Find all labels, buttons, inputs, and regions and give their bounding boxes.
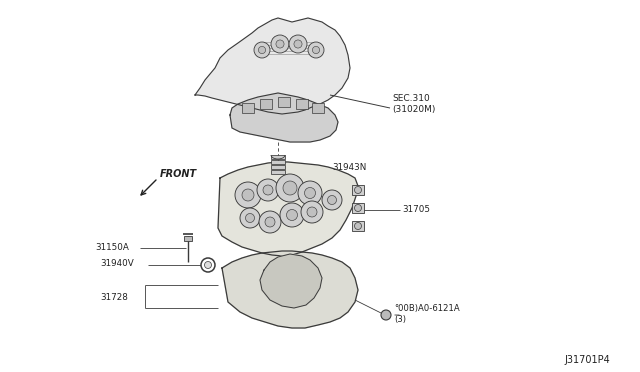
Text: 31940V: 31940V [100, 260, 134, 269]
Circle shape [201, 258, 215, 272]
Bar [278, 97, 290, 107]
Circle shape [271, 35, 289, 53]
Text: 31705: 31705 [402, 205, 430, 214]
Circle shape [312, 46, 319, 54]
Circle shape [298, 181, 322, 205]
Text: J31701P4: J31701P4 [564, 355, 610, 365]
Circle shape [305, 187, 316, 199]
Bar [260, 99, 272, 109]
Circle shape [355, 222, 362, 230]
Circle shape [246, 214, 255, 222]
Bar [271, 155, 285, 159]
Circle shape [287, 209, 298, 221]
Circle shape [257, 179, 279, 201]
Bar [184, 236, 192, 241]
Text: °00B)A0-6121A
(3): °00B)A0-6121A (3) [394, 304, 460, 324]
Circle shape [242, 189, 254, 201]
Bar [296, 99, 308, 109]
Circle shape [254, 42, 270, 58]
Circle shape [289, 35, 307, 53]
Bar [271, 170, 285, 174]
Polygon shape [218, 162, 358, 256]
Circle shape [259, 211, 281, 233]
Circle shape [381, 310, 391, 320]
Circle shape [240, 208, 260, 228]
Circle shape [294, 40, 302, 48]
Circle shape [265, 217, 275, 227]
Circle shape [307, 207, 317, 217]
Text: 31728: 31728 [100, 294, 128, 302]
Circle shape [205, 262, 211, 269]
Bar [242, 103, 254, 113]
Text: 31943N: 31943N [332, 163, 366, 171]
Bar [271, 165, 285, 169]
Circle shape [259, 46, 266, 54]
Circle shape [301, 201, 323, 223]
Text: FRONT: FRONT [160, 169, 197, 179]
Circle shape [263, 185, 273, 195]
Bar [312, 103, 324, 113]
Circle shape [276, 40, 284, 48]
Circle shape [280, 203, 304, 227]
Circle shape [283, 181, 297, 195]
Bar [352, 221, 364, 231]
Circle shape [355, 205, 362, 212]
Circle shape [322, 190, 342, 210]
Circle shape [355, 186, 362, 193]
Polygon shape [222, 251, 358, 328]
Text: 31150A: 31150A [95, 244, 129, 253]
Bar [352, 203, 364, 213]
Circle shape [308, 42, 324, 58]
Circle shape [276, 174, 304, 202]
Text: SEC.310
(31020M): SEC.310 (31020M) [392, 94, 435, 114]
Circle shape [328, 196, 337, 205]
Circle shape [235, 182, 261, 208]
Bar [352, 185, 364, 195]
Polygon shape [195, 18, 350, 114]
Bar [271, 160, 285, 164]
Polygon shape [260, 254, 322, 308]
Polygon shape [230, 93, 338, 142]
